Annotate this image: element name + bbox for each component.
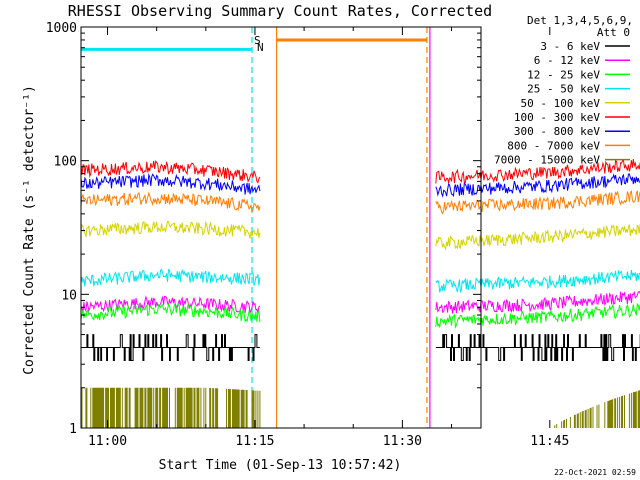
series-100-300kev [80,159,640,184]
night-flag-label: N [257,41,264,54]
series-line-6-1 [435,173,640,198]
series-6-12kev [80,290,640,314]
series-mark-8-1 [554,390,640,428]
legend-header-attenuator: Att 0 [597,26,630,39]
series-50-100kev [80,220,640,251]
legend-label-5: 100 - 300 keV [514,111,600,124]
x-tick-label-0: 11:00 [88,434,127,449]
y-axis-label: Corrected Count Rate (s⁻¹ detector⁻¹) [22,85,37,375]
legend-label-3: 25 - 50 keV [527,83,600,96]
series-7000-15000kev [80,387,640,428]
legend-header: Det 1,3,4,5,6,9, [527,14,633,27]
legend-label-1: 6 - 12 keV [534,54,601,67]
x-tick-label-3: 11:45 [530,434,569,449]
x-tick-label-2: 11:30 [383,434,422,449]
series-line-2-1 [435,302,640,329]
series-line-0-0 [81,334,260,361]
series-line-3-1 [435,269,640,294]
series-300-800kev [80,172,640,198]
legend-label-7: 800 - 7000 keV [507,139,600,152]
y-tick-label-3: 1000 [46,21,77,36]
series-line-6-0 [80,172,261,195]
series-12-25kev [80,302,640,329]
y-tick-label-1: 10 [61,288,77,303]
series-line-7-0 [80,191,261,213]
saa-flag-label: S [254,34,261,47]
y-tick-label-2: 100 [54,155,77,170]
series-line-3-0 [80,268,261,287]
series-line-0-1 [435,334,640,361]
series-25-50kev [80,268,640,294]
series-line-1-1 [435,290,640,314]
legend-label-8: 7000 - 15000 keV [494,154,600,167]
legend-label-2: 12 - 25 keV [527,68,600,81]
series-800-7000kev [80,190,640,215]
series-line-2-0 [80,302,261,323]
series-line-7-1 [435,190,640,215]
y-tick-label-0: 1 [69,422,77,437]
legend-label-6: 300 - 800 keV [514,125,600,138]
series-3-6kev [81,334,640,361]
series-line-5-1 [435,159,640,184]
plot-frame [80,26,482,429]
series-line-4-0 [80,220,261,239]
series-line-5-0 [80,160,261,184]
chart-title: RHESSI Observing Summary Count Rates, Co… [68,2,492,20]
legend-label-0: 3 - 6 keV [540,40,600,53]
series-line-4-1 [435,223,640,251]
x-axis-label: Start Time (01-Sep-13 10:57:42) [159,458,402,473]
plot-area: SN [80,27,640,428]
timestamp: 22-Oct-2021 02:59 [554,468,636,477]
x-tick-label-1: 11:15 [235,434,274,449]
legend-label-4: 50 - 100 keV [521,97,601,110]
axes: 110100100011:0011:1511:3011:4512:0012:15… [46,21,570,449]
